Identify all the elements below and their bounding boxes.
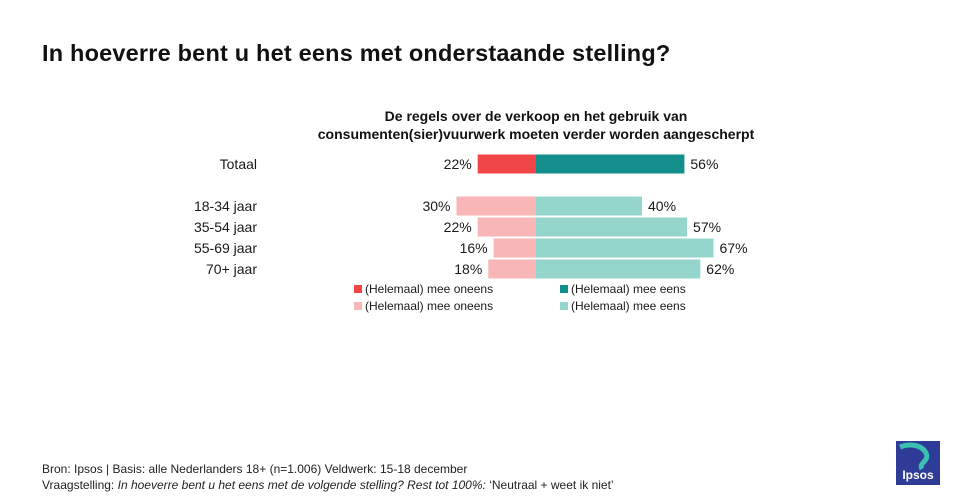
category-label-18-34-jaar: 18-34 jaar <box>194 198 257 214</box>
value-label-eens-18-34-jaar: 40% <box>648 198 676 214</box>
value-label-eens-70-jaar: 62% <box>706 261 734 277</box>
bar-oneens-35-54-jaar <box>477 217 536 237</box>
page-title: In hoeverre bent u het eens met ondersta… <box>42 40 671 66</box>
category-label-35-54-jaar: 35-54 jaar <box>194 219 257 235</box>
bar-oneens-70-jaar <box>488 259 536 279</box>
footer-question-suffix: ‘Neutraal + weet ik niet’ <box>485 478 614 492</box>
chart-title: De regels over de verkoop en het gebruik… <box>276 107 796 143</box>
legend-swatch-3 <box>354 302 362 310</box>
legend-label-1: (Helemaal) mee oneens <box>365 282 493 296</box>
legend-label-3: (Helemaal) mee oneens <box>365 299 493 313</box>
value-label-oneens-35-54-jaar: 22% <box>444 219 472 235</box>
footer-question-text: In hoeverre bent u het eens met de volge… <box>117 478 486 492</box>
ipsos-logo-swoosh <box>899 442 930 471</box>
bar-eens-35-54-jaar <box>536 217 688 237</box>
value-label-oneens-70-jaar: 18% <box>454 261 482 277</box>
value-label-eens-35-54-jaar: 57% <box>693 219 721 235</box>
ipsos-logo-text: Ipsos <box>902 468 934 482</box>
category-label-70-jaar: 70+ jaar <box>206 261 257 277</box>
value-label-eens-55-69-jaar: 67% <box>720 240 748 256</box>
chart-title-line-2: consumenten(sier)vuurwerk moeten verder … <box>317 126 755 142</box>
category-label-totaal: Totaal <box>220 156 257 172</box>
value-label-oneens-totaal: 22% <box>444 156 472 172</box>
diverging-bar-chart: Totaal 22% 56% 18-34 jaar 30% 40% 35-54 jaar 22… <box>194 154 748 313</box>
ipsos-logo: Ipsos <box>896 441 940 485</box>
bar-oneens-55-69-jaar <box>493 238 536 258</box>
chart-title-line-1: De regels over de verkoop en het gebruik… <box>384 108 688 124</box>
legend-swatch-2 <box>560 285 568 293</box>
bar-oneens-totaal <box>477 154 536 174</box>
footer-question-prefix: Vraagstelling: <box>42 478 118 492</box>
legend-swatch-1 <box>354 285 362 293</box>
footer-question: Vraagstelling: In hoeverre bent u het ee… <box>42 478 614 492</box>
value-label-oneens-18-34-jaar: 30% <box>422 198 450 214</box>
bar-eens-70-jaar <box>536 259 701 279</box>
bar-oneens-18-34-jaar <box>456 196 536 216</box>
bar-eens-55-69-jaar <box>536 238 714 258</box>
bar-eens-18-34-jaar <box>536 196 642 216</box>
legend-label-2: (Helemaal) mee eens <box>571 282 686 296</box>
bar-eens-totaal <box>536 154 685 174</box>
legend-swatch-4 <box>560 302 568 310</box>
footer-source: Bron: Ipsos | Basis: alle Nederlanders 1… <box>42 462 468 476</box>
value-label-oneens-55-69-jaar: 16% <box>460 240 488 256</box>
category-label-55-69-jaar: 55-69 jaar <box>194 240 257 256</box>
value-label-eens-totaal: 56% <box>690 156 718 172</box>
legend-label-4: (Helemaal) mee eens <box>571 299 686 313</box>
